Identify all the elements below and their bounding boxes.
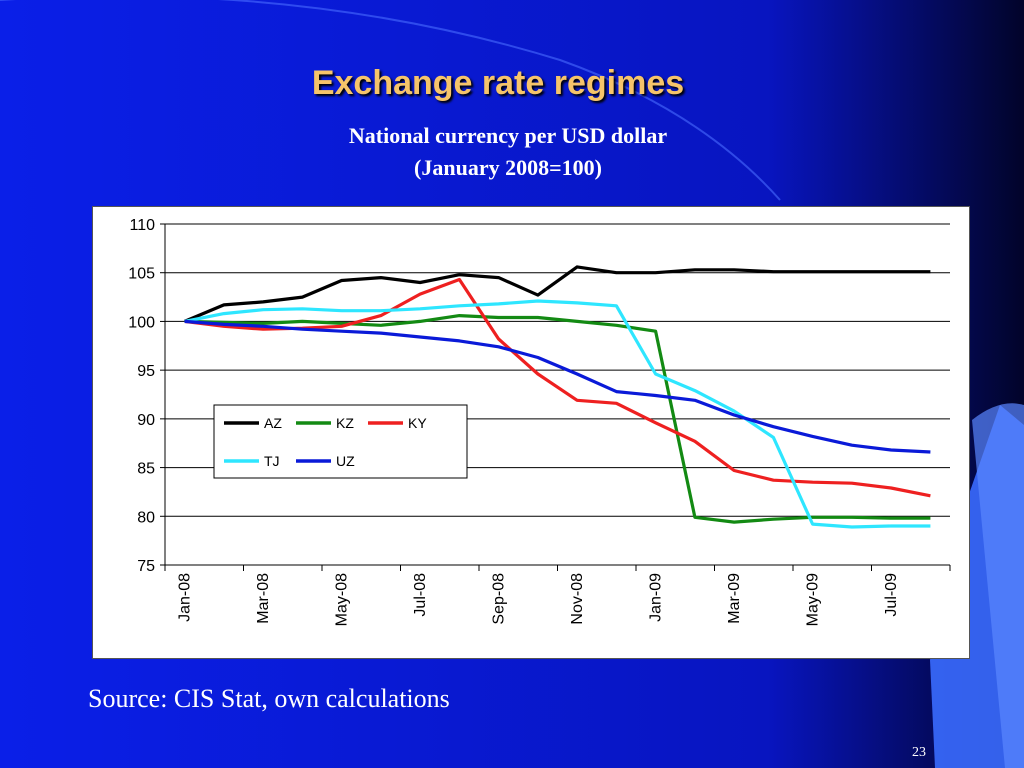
y-tick-label-100: 100 — [128, 314, 155, 331]
y-tick-label-110: 110 — [129, 217, 155, 234]
x-tick-label-Jan-08: Jan-08 — [177, 573, 194, 622]
y-tick-label-95: 95 — [137, 363, 155, 380]
series-line-KY — [184, 277, 931, 498]
slide-title: Exchange rate regimes — [311, 64, 685, 102]
plot-background — [165, 224, 950, 565]
y-tick-label-90: 90 — [137, 412, 155, 429]
legend-label-TJ: TJ — [264, 453, 280, 469]
chart-panel: 75 80 85 90 95 100 105 110 Jan-08 Mar-08 May-08 Ju… — [92, 206, 970, 659]
legend-label-KY: KY — [408, 415, 427, 431]
legend: AZ KZ KY TJ UZ — [213, 404, 468, 479]
x-tick-label-Nov-08: Nov-08 — [569, 573, 586, 625]
subtitle-line-2: (January 2008=100) — [414, 155, 602, 180]
legend-box — [213, 404, 468, 479]
y-axis-ticks: 75 80 85 90 95 100 105 110 — [128, 217, 165, 575]
x-tick-label-Sep-08: Sep-08 — [491, 573, 508, 625]
x-tick-label-Jan-09: Jan-09 — [648, 573, 665, 622]
y-tick-label-105: 105 — [128, 266, 155, 283]
series-lines — [183, 265, 931, 529]
x-tick-label-May-09: May-09 — [805, 573, 822, 626]
page-number: 23 — [912, 745, 926, 760]
x-tick-label-Jul-08: Jul-08 — [412, 573, 429, 617]
legend-label-AZ: AZ — [264, 415, 282, 431]
legend-label-UZ: UZ — [336, 453, 355, 469]
series-line-AZ — [183, 265, 931, 323]
x-tick-label-Mar-08: Mar-08 — [255, 573, 272, 624]
plot-area — [165, 224, 950, 565]
exchange-rate-line-chart: 75 80 85 90 95 100 105 110 Jan-08 Mar-08 May-08 Ju… — [128, 217, 951, 626]
y-tick-label-75: 75 — [137, 558, 155, 575]
series-line-KZ — [184, 313, 931, 524]
subtitle-line-1: National currency per USD dollar — [348, 123, 668, 148]
x-tick-label-Mar-09: Mar-09 — [726, 573, 743, 624]
series-line-TJ — [184, 299, 931, 529]
legend-label-KZ: KZ — [336, 415, 354, 431]
x-axis-ticks: Jan-08 Mar-08 May-08 Jul-08 Sep-08 Nov-08 Jan-… — [164, 565, 951, 626]
x-tick-label-Jul-09: Jul-09 — [883, 573, 900, 617]
x-tick-label-May-08: May-08 — [334, 573, 351, 626]
y-tick-label-80: 80 — [137, 509, 155, 526]
series-line-UZ — [184, 319, 931, 454]
chart-subtitle: National currency per USD dollar (Januar… — [0, 120, 1016, 184]
y-tick-label-85: 85 — [137, 461, 155, 478]
source-note: Source: CIS Stat, own calculations — [88, 684, 450, 713]
